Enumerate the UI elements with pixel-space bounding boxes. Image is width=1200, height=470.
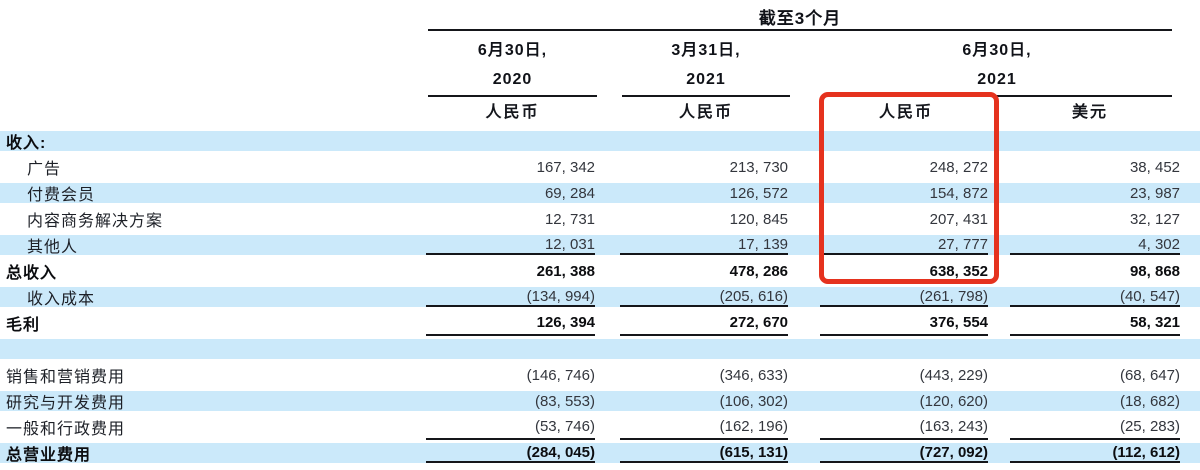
value-cell: (106, 302) — [719, 392, 788, 410]
table-row: 研究与开发费用 (83, 553) (106, 302) (120, 620) (18,… — [0, 388, 1200, 414]
column-group-mar2021: 3月31日, 2021 — [622, 36, 790, 94]
currency-label-rmb-2: 人民币 — [678, 104, 733, 121]
value-cell: 17, 139 — [620, 235, 788, 255]
table-row: 收入成本 (134, 994) (205, 616) (261, 798) (40, 5… — [0, 284, 1200, 310]
value-cell: 4, 302 — [1010, 235, 1180, 255]
period-underline — [428, 29, 1172, 31]
value-cell: (134, 994) — [426, 287, 595, 307]
table-row: 一般和行政费用 (53, 746) (162, 196) (163, 243) (25,… — [0, 414, 1200, 440]
column-year: 2021 — [686, 71, 726, 88]
value-cell: 154, 872 — [929, 184, 988, 202]
value-cell: (112, 612) — [1010, 443, 1180, 463]
row-label: 收入: — [6, 135, 47, 152]
value-cell: (615, 131) — [620, 443, 788, 463]
value-cell: 248, 272 — [929, 158, 988, 176]
value-cell — [820, 339, 988, 359]
row-label: 付费会员 — [27, 187, 96, 204]
value-cell: 126, 394 — [426, 310, 595, 336]
row-label: 其他人 — [27, 239, 79, 256]
value-cell: 478, 286 — [729, 262, 788, 280]
value-cell: 167, 342 — [536, 158, 595, 176]
row-label: 销售和营销费用 — [6, 369, 126, 386]
value-cell: (346, 633) — [719, 366, 788, 384]
value-cell: 638, 352 — [929, 262, 988, 280]
value-cell: (146, 746) — [526, 366, 595, 384]
value-cell: (53, 746) — [426, 414, 595, 440]
value-cell: 126, 572 — [729, 184, 788, 202]
value-cell — [620, 131, 788, 151]
table-body: 收入: 广告 167, 342 213, 730 248, 272 38, 452 付费会员… — [0, 128, 1200, 466]
value-cell: (162, 196) — [620, 414, 788, 440]
value-cell: 27, 777 — [820, 235, 988, 255]
row-label: 总收入 — [6, 265, 58, 282]
value-cell: (163, 243) — [820, 414, 988, 440]
value-cell: 69, 284 — [544, 184, 595, 202]
value-cell: 213, 730 — [729, 158, 788, 176]
column-date: 6月30日, — [477, 42, 548, 59]
column-date: 3月31日, — [671, 42, 741, 59]
row-label — [0, 339, 426, 359]
value-cell: (18, 682) — [1119, 392, 1180, 410]
value-cell — [426, 131, 595, 151]
value-cell: (727, 092) — [820, 443, 988, 463]
column-date: 6月30日, — [962, 42, 1032, 59]
value-cell: (284, 045) — [426, 443, 595, 463]
table-row: 毛利 126, 394 272, 670 376, 554 58, 321 — [0, 310, 1200, 336]
value-cell — [426, 339, 595, 359]
currency-label-rmb-3: 人民币 — [878, 104, 933, 121]
value-cell: 98, 868 — [1129, 262, 1180, 280]
value-cell: 272, 670 — [620, 310, 788, 336]
value-cell: (261, 798) — [820, 287, 988, 307]
value-cell: (40, 547) — [1010, 287, 1180, 307]
value-cell: 207, 431 — [929, 210, 988, 228]
value-cell: 376, 554 — [820, 310, 988, 336]
table-row: 收入: — [0, 128, 1200, 154]
value-cell — [1010, 131, 1180, 151]
row-label: 收入成本 — [27, 291, 96, 308]
value-cell: 38, 452 — [1129, 158, 1180, 176]
table-row: 总收入 261, 388 478, 286 638, 352 98, 868 — [0, 258, 1200, 284]
column-group-jun2020: 6月30日, 2020 — [428, 36, 597, 94]
period-header: 截至3个月 — [758, 9, 842, 28]
value-cell — [620, 339, 788, 359]
column-year: 2020 — [492, 71, 533, 88]
row-label: 内容商务解决方案 — [27, 213, 164, 230]
value-cell: (205, 616) — [620, 287, 788, 307]
value-cell: 12, 031 — [426, 235, 595, 255]
table-row: 总营业费用 (284, 045) (615, 131) (727, 092) (112,… — [0, 440, 1200, 466]
table-row: 内容商务解决方案 12, 731 120, 845 207, 431 32, 127 — [0, 206, 1200, 232]
currency-label-rmb-1: 人民币 — [485, 104, 540, 121]
value-cell: (443, 229) — [919, 366, 988, 384]
value-cell — [820, 131, 988, 151]
column-group-jun2021: 6月30日, 2021 — [822, 36, 1172, 94]
group-underline-3 — [822, 95, 1172, 97]
value-cell: 32, 127 — [1129, 210, 1180, 228]
value-cell: 12, 731 — [544, 210, 595, 228]
value-cell: 120, 845 — [729, 210, 788, 228]
value-cell: 23, 987 — [1129, 184, 1180, 202]
value-cell: (83, 553) — [534, 392, 595, 410]
group-underline-2 — [622, 95, 790, 97]
table-row: 广告 167, 342 213, 730 248, 272 38, 452 — [0, 154, 1200, 180]
table-row: 销售和营销费用 (146, 746) (346, 633) (443, 229) (68… — [0, 362, 1200, 388]
value-cell — [1010, 339, 1180, 359]
row-label: 广告 — [27, 161, 62, 178]
value-cell: 58, 321 — [1010, 310, 1180, 336]
table-row: 付费会员 69, 284 126, 572 154, 872 23, 987 — [0, 180, 1200, 206]
value-cell: (68, 647) — [1119, 366, 1180, 384]
value-cell: (120, 620) — [919, 392, 988, 410]
row-label: 研究与开发费用 — [6, 395, 126, 412]
column-year: 2021 — [977, 71, 1017, 88]
table-row: 其他人 12, 031 17, 139 27, 777 4, 302 — [0, 232, 1200, 258]
value-cell: (25, 283) — [1010, 414, 1180, 440]
value-cell: 261, 388 — [536, 262, 595, 280]
group-underline-1 — [428, 95, 597, 97]
row-label: 一般和行政费用 — [6, 421, 126, 438]
row-label: 毛利 — [6, 317, 41, 334]
row-label: 总营业费用 — [6, 447, 92, 464]
currency-label-usd: 美元 — [1071, 104, 1108, 121]
spacer-row — [0, 336, 1200, 362]
